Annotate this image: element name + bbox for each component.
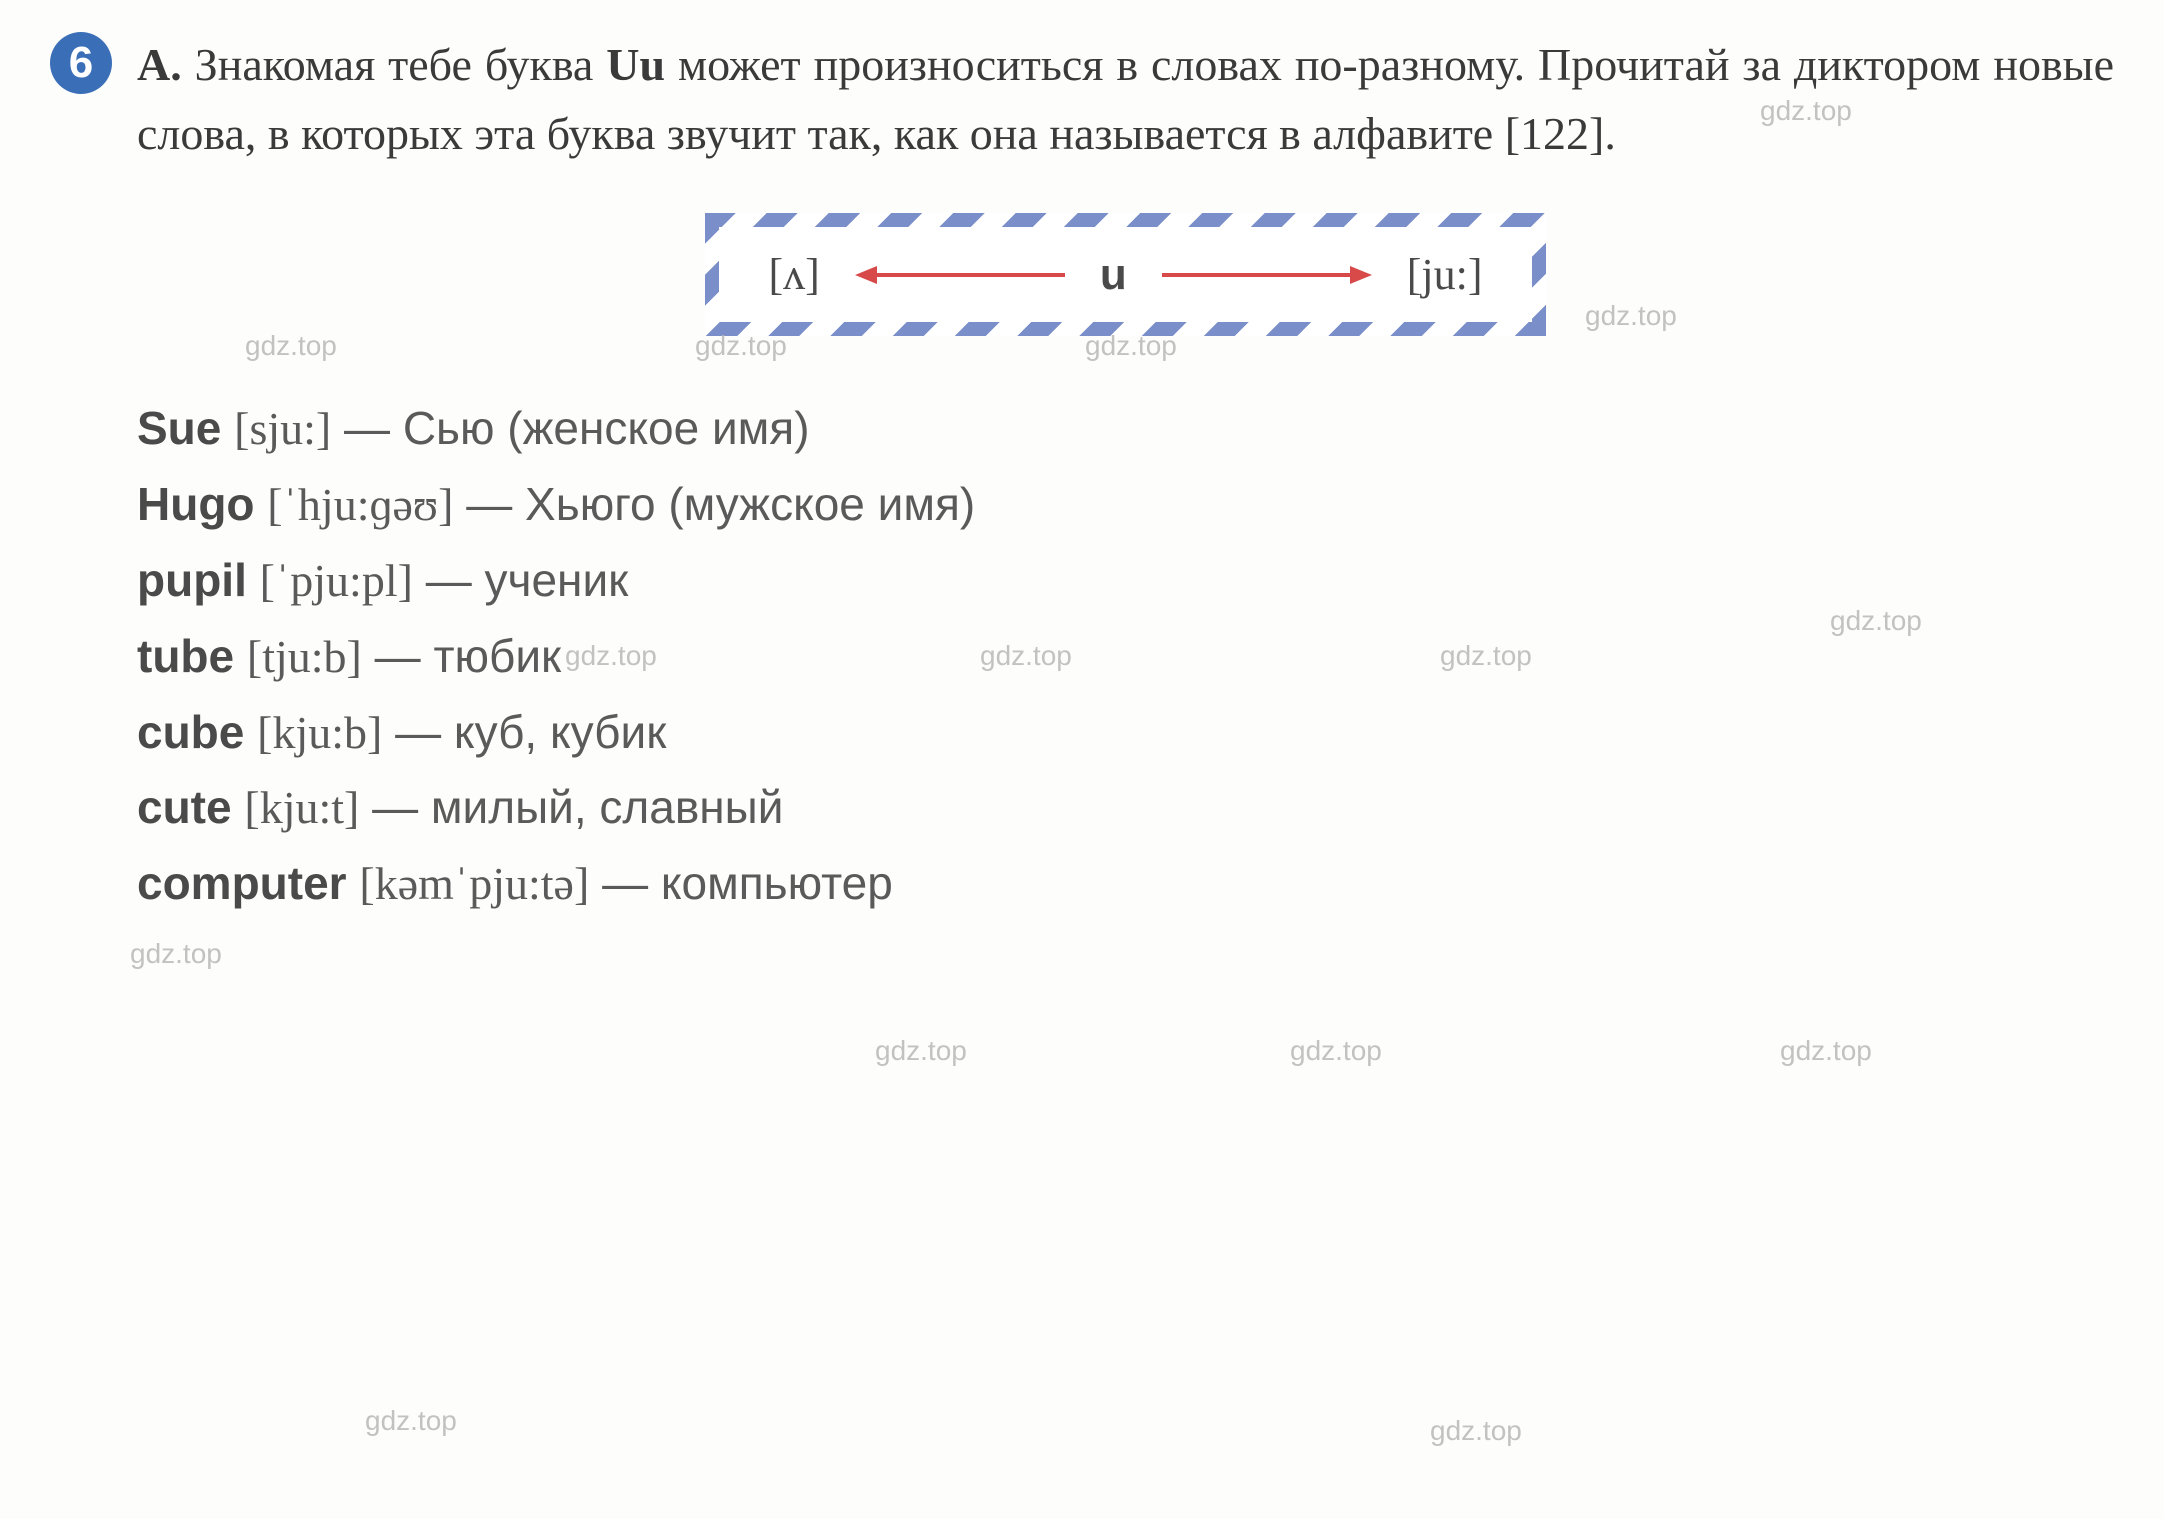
watermark: gdz.top bbox=[1290, 1035, 1382, 1067]
word-entry: pupil [ˈpju:pl] — ученик bbox=[137, 543, 2114, 619]
translation: милый, славный bbox=[431, 781, 784, 833]
exercise-number-badge: 6 bbox=[50, 32, 112, 94]
dash: — bbox=[395, 706, 441, 758]
dash: — bbox=[375, 630, 421, 682]
watermark: gdz.top bbox=[1430, 1415, 1522, 1447]
english-word: cube bbox=[137, 706, 244, 758]
diagram-border: [ʌ] u [ju:] bbox=[705, 213, 1547, 336]
translation: ученик bbox=[485, 554, 629, 606]
translation: тюбик bbox=[433, 630, 561, 682]
watermark: gdz.top bbox=[875, 1035, 967, 1067]
right-phonetic: [ju:] bbox=[1407, 249, 1483, 300]
english-word: Hugo bbox=[137, 478, 255, 530]
transcription: [kju:b] bbox=[257, 707, 382, 758]
instruction-part1: Знакомая тебе буква bbox=[182, 39, 607, 90]
translation: Сью (женское имя) bbox=[403, 402, 810, 454]
dash: — bbox=[344, 402, 390, 454]
bold-letter: Uu bbox=[606, 39, 665, 90]
transcription: [ˈpju:pl] bbox=[260, 555, 413, 606]
english-word: computer bbox=[137, 857, 347, 909]
section-letter: А. bbox=[137, 39, 182, 90]
english-word: Sue bbox=[137, 402, 221, 454]
transcription: [sju:] bbox=[234, 403, 331, 454]
dash: — bbox=[602, 857, 648, 909]
diagram-wrapper: [ʌ] u [ju:] bbox=[137, 213, 2114, 336]
arrow-right bbox=[1162, 263, 1372, 287]
exercise-container: 6 А. Знакомая тебе буква Uu может произн… bbox=[50, 30, 2114, 922]
center-letter: u bbox=[1100, 250, 1127, 300]
transcription: [kju:t] bbox=[244, 782, 359, 833]
left-phonetic: [ʌ] bbox=[769, 249, 820, 300]
translation: куб, кубик bbox=[454, 706, 666, 758]
transcription: [tju:b] bbox=[247, 631, 362, 682]
watermark: gdz.top bbox=[1780, 1035, 1872, 1067]
word-entry: Sue [sju:] — Сью (женское имя) bbox=[137, 391, 2114, 467]
diagram-inner: [ʌ] u [ju:] bbox=[719, 227, 1533, 322]
instruction-text: А. Знакомая тебе буква Uu может произнос… bbox=[137, 30, 2114, 168]
exercise-content: А. Знакомая тебе буква Uu может произнос… bbox=[137, 30, 2114, 922]
transcription: [ˈhju:ɡəʊ] bbox=[267, 479, 453, 530]
word-entry: computer [kəmˈpju:tə] — компьютер bbox=[137, 846, 2114, 922]
dash: — bbox=[372, 781, 418, 833]
watermark: gdz.top bbox=[130, 938, 222, 970]
word-entry: tube [tju:b] — тюбик bbox=[137, 619, 2114, 695]
dash: — bbox=[466, 478, 512, 530]
dash: — bbox=[426, 554, 472, 606]
watermark: gdz.top bbox=[365, 1405, 457, 1437]
word-entry: cube [kju:b] — куб, кубик bbox=[137, 695, 2114, 771]
transcription: [kəmˈpju:tə] bbox=[359, 858, 589, 909]
translation: Хьюго (мужское имя) bbox=[525, 478, 975, 530]
exercise-number: 6 bbox=[69, 38, 93, 88]
word-entry: cute [kju:t] — милый, славный bbox=[137, 770, 2114, 846]
arrow-left bbox=[855, 263, 1065, 287]
english-word: pupil bbox=[137, 554, 247, 606]
translation: компьютер bbox=[661, 857, 893, 909]
word-entry: Hugo [ˈhju:ɡəʊ] — Хьюго (мужское имя) bbox=[137, 467, 2114, 543]
word-list: Sue [sju:] — Сью (женское имя) Hugo [ˈhj… bbox=[137, 391, 2114, 922]
english-word: cute bbox=[137, 781, 232, 833]
english-word: tube bbox=[137, 630, 234, 682]
